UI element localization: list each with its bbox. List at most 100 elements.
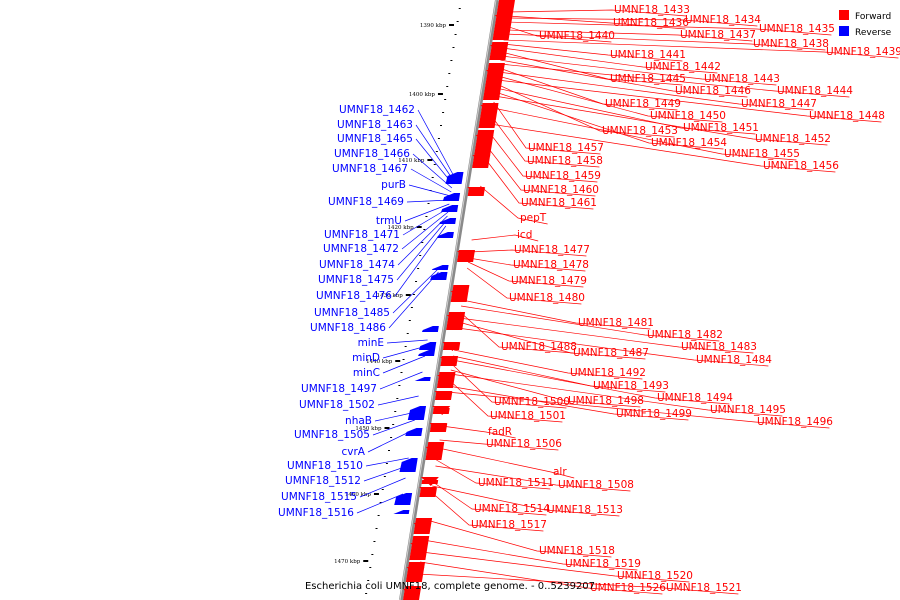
- forward-gene-label[interactable]: UMNF18_1439: [826, 46, 900, 58]
- forward-gene-label[interactable]: UMNF18_1517: [471, 519, 547, 531]
- forward-gene-label[interactable]: UMNF18_1499: [616, 408, 692, 420]
- forward-gene-label[interactable]: UMNF18_1437: [680, 29, 756, 41]
- reverse-gene-label[interactable]: UMNF18_1465: [337, 133, 413, 145]
- reverse-gene-label[interactable]: minD: [352, 352, 380, 364]
- forward-gene-label[interactable]: UMNF18_1438: [753, 38, 829, 50]
- forward-gene-label[interactable]: UMNF18_1441: [610, 49, 686, 61]
- forward-gene-label[interactable]: UMNF18_1482: [647, 329, 723, 341]
- reverse-gene-label[interactable]: nhaB: [345, 415, 372, 427]
- forward-gene-label[interactable]: UMNF18_1478: [513, 259, 589, 271]
- forward-gene-label[interactable]: UMNF18_1495: [710, 404, 786, 416]
- reverse-gene-label[interactable]: UMNF18_1463: [337, 119, 413, 131]
- forward-gene-label[interactable]: alr: [553, 466, 567, 478]
- minor-tick: [446, 86, 449, 87]
- forward-gene-label[interactable]: fadR: [488, 426, 512, 438]
- reverse-gene-label[interactable]: UMNF18_1486: [310, 322, 386, 334]
- forward-gene-label[interactable]: UMNF18_1477: [514, 244, 590, 256]
- forward-arrow: [457, 251, 476, 260]
- reverse-gene-label[interactable]: cvrA: [342, 446, 366, 458]
- forward-gene-label[interactable]: UMNF18_1484: [696, 354, 772, 366]
- forward-gene-label[interactable]: UMNF18_1456: [763, 160, 839, 172]
- forward-gene-label[interactable]: UMNF18_1521: [666, 582, 742, 594]
- minor-tick: [435, 151, 438, 152]
- forward-gene-label[interactable]: UMNF18_1433: [614, 4, 690, 16]
- forward-gene-label[interactable]: UMNF18_1492: [570, 367, 646, 379]
- reverse-gene-label[interactable]: UMNF18_1485: [314, 307, 390, 319]
- minor-tick: [398, 385, 401, 386]
- forward-gene-label[interactable]: UMNF18_1442: [645, 61, 721, 73]
- forward-gene-label[interactable]: UMNF18_1452: [755, 133, 831, 145]
- forward-gene-label[interactable]: UMNF18_1460: [523, 184, 599, 196]
- forward-gene-label[interactable]: UMNF18_1520: [617, 570, 693, 582]
- forward-gene-label[interactable]: UMNF18_1434: [685, 14, 761, 26]
- forward-gene-label[interactable]: UMNF18_1488: [501, 341, 577, 353]
- forward-gene-label[interactable]: UMNF18_1479: [511, 275, 587, 287]
- forward-gene-label[interactable]: UMNF18_1453: [602, 125, 678, 137]
- forward-gene-label[interactable]: UMNF18_1435: [759, 23, 835, 35]
- reverse-gene-label[interactable]: UMNF18_1462: [339, 104, 415, 116]
- reverse-gene-label[interactable]: UMNF18_1469: [328, 196, 404, 208]
- forward-gene-label[interactable]: UMNF18_1436: [613, 17, 689, 29]
- reverse-gene-label[interactable]: UMNF18_1512: [285, 475, 361, 487]
- forward-gene-label[interactable]: UMNF18_1459: [525, 170, 601, 182]
- forward-gene-label[interactable]: UMNF18_1451: [683, 122, 759, 134]
- forward-gene-label[interactable]: UMNF18_1443: [704, 73, 780, 85]
- forward-gene-label[interactable]: UMNF18_1480: [509, 292, 585, 304]
- reverse-gene-label[interactable]: UMNF18_1474: [319, 259, 395, 271]
- forward-gene-label[interactable]: UMNF18_1501: [490, 410, 566, 422]
- forward-leader-line: [498, 71, 814, 111]
- reverse-gene-label[interactable]: UMNF18_1471: [324, 229, 400, 241]
- forward-gene-label[interactable]: icd: [517, 229, 532, 241]
- reverse-gene-label[interactable]: UMNF18_1467: [332, 163, 408, 175]
- forward-gene-label[interactable]: UMNF18_1483: [681, 341, 757, 353]
- forward-gene-label[interactable]: UMNF18_1511: [478, 477, 554, 489]
- forward-gene-label[interactable]: UMNF18_1500: [494, 396, 570, 408]
- reverse-gene-label[interactable]: minC: [353, 367, 380, 379]
- reverse-gene-label[interactable]: UMNF18_1510: [287, 460, 363, 472]
- forward-gene-label[interactable]: UMNF18_1487: [573, 347, 649, 359]
- forward-gene-label[interactable]: UMNF18_1506: [486, 438, 562, 450]
- reverse-gene-label[interactable]: UMNF18_1466: [334, 148, 410, 160]
- kbp-ticks: 1390 kbp 1400 kbp 1410 kbp 1420 kbp 1430 kbp…: [334, 8, 461, 594]
- reverse-leader-line: [401, 211, 449, 250]
- forward-gene-label[interactable]: UMNF18_1493: [593, 380, 669, 392]
- reverse-gene-label[interactable]: minE: [358, 337, 384, 349]
- forward-gene-label[interactable]: UMNF18_1481: [578, 317, 654, 329]
- reverse-gene-label[interactable]: UMNF18_1472: [323, 243, 399, 255]
- forward-gene-label[interactable]: UMNF18_1450: [650, 110, 726, 122]
- forward-gene-label[interactable]: UMNF18_1461: [521, 197, 597, 209]
- forward-gene-label[interactable]: UMNF18_1526: [590, 582, 666, 594]
- forward-gene-label[interactable]: UMNF18_1508: [558, 479, 634, 491]
- forward-gene-label[interactable]: UMNF18_1447: [741, 98, 817, 110]
- forward-leader-line: [432, 481, 547, 516]
- forward-gene-label[interactable]: UMNF18_1458: [527, 155, 603, 167]
- forward-gene-label[interactable]: UMNF18_1440: [539, 30, 615, 42]
- reverse-gene-label[interactable]: purB: [381, 179, 406, 191]
- forward-gene-label[interactable]: UMNF18_1449: [605, 98, 681, 110]
- reverse-gene-label[interactable]: trmU: [376, 215, 402, 227]
- reverse-gene: [414, 377, 431, 381]
- forward-gene-label[interactable]: UMNF18_1514: [474, 503, 550, 515]
- forward-gene-label[interactable]: UMNF18_1494: [657, 392, 733, 404]
- reverse-gene-label[interactable]: UMNF18_1516: [278, 507, 354, 519]
- reverse-gene-label[interactable]: UMNF18_1475: [318, 274, 394, 286]
- forward-gene-label[interactable]: UMNF18_1446: [675, 85, 751, 97]
- forward-gene-label[interactable]: UMNF18_1518: [539, 545, 615, 557]
- forward-gene-label[interactable]: UMNF18_1496: [757, 416, 833, 428]
- forward-gene-label[interactable]: UMNF18_1448: [809, 110, 885, 122]
- forward-gene-label[interactable]: UMNF18_1455: [724, 148, 800, 160]
- reverse-gene-label[interactable]: UMNF18_1502: [299, 399, 375, 411]
- forward-gene-label[interactable]: UMNF18_1513: [547, 504, 623, 516]
- forward-gene-label[interactable]: pepT: [520, 212, 547, 224]
- forward-gene-label[interactable]: UMNF18_1498: [568, 395, 644, 407]
- forward-gene-label[interactable]: UMNF18_1445: [610, 73, 686, 85]
- reverse-gene-label[interactable]: UMNF18_1476: [316, 290, 392, 302]
- reverse-gene-label[interactable]: UMNF18_1515: [281, 491, 357, 503]
- forward-gene-label[interactable]: UMNF18_1454: [651, 137, 727, 149]
- gene-labels[interactable]: UMNF18_1433UMNF18_1436UMNF18_1434UMNF18_…: [278, 4, 900, 594]
- forward-gene-label[interactable]: UMNF18_1444: [777, 85, 853, 97]
- reverse-gene-label[interactable]: UMNF18_1497: [301, 383, 377, 395]
- forward-gene-label[interactable]: UMNF18_1519: [565, 558, 641, 570]
- reverse-gene-label[interactable]: UMNF18_1505: [294, 429, 370, 441]
- forward-gene-label[interactable]: UMNF18_1457: [528, 142, 604, 154]
